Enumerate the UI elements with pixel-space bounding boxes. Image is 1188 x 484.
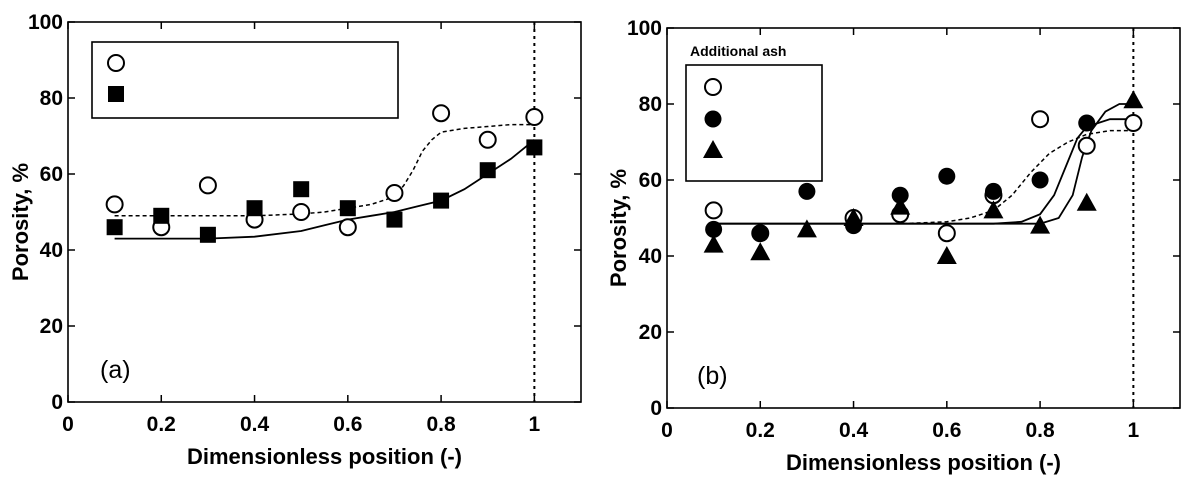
data-point-filled-square-s1 xyxy=(246,200,263,217)
x-axis-title: Dimensionless position (-) xyxy=(786,450,1061,475)
x-tick-label: 0.4 xyxy=(240,413,270,436)
data-point-open-circle-s0 xyxy=(478,130,497,149)
data-point-filled-triangle-s2 xyxy=(890,196,911,215)
legend-marker-filled-square xyxy=(108,86,124,102)
x-tick-label: 1 xyxy=(1128,419,1140,442)
data-point-filled-square-s1 xyxy=(433,192,450,209)
fit-curve-solid-1 xyxy=(114,139,535,240)
x-tick-label: 0.8 xyxy=(1025,419,1055,442)
data-point-filled-circle-s1 xyxy=(705,220,723,238)
x-axis-title: Dimensionless position (-) xyxy=(187,444,462,469)
data-point-open-circle-s0 xyxy=(432,104,451,123)
data-point-filled-triangle-s2 xyxy=(843,208,864,226)
plot-frame xyxy=(666,27,1181,409)
data-point-open-circle-s0 xyxy=(704,201,723,220)
x-tick-label: 0 xyxy=(661,419,673,442)
x-tick-label: 0.4 xyxy=(839,419,869,442)
y-tick-label: 60 xyxy=(40,163,63,186)
data-point-open-circle-s0 xyxy=(525,108,544,126)
legend-marker-open-circle xyxy=(704,78,722,96)
legend-marker-filled-triangle xyxy=(703,140,723,158)
data-point-filled-circle-s1 xyxy=(1031,171,1049,189)
data-point-filled-triangle-s2 xyxy=(983,200,1004,219)
y-tick-label: 0 xyxy=(51,391,63,414)
data-point-filled-triangle-s2 xyxy=(1030,215,1051,234)
data-point-filled-square-s1 xyxy=(153,207,170,224)
data-point-filled-square-s1 xyxy=(479,162,496,179)
data-point-open-circle-s0 xyxy=(105,195,124,214)
data-point-filled-triangle-s2 xyxy=(936,246,957,264)
data-point-filled-square-s1 xyxy=(386,211,403,228)
data-point-filled-square-s1 xyxy=(199,226,216,243)
y-axis-title: Porosity, % xyxy=(606,169,631,287)
plot-frame xyxy=(67,21,582,403)
panel-label: (a) xyxy=(100,356,131,384)
legend-marker-open-circle xyxy=(107,54,125,72)
data-point-filled-circle-s1 xyxy=(938,167,956,185)
data-point-open-circle-s0 xyxy=(385,184,404,202)
data-point-filled-triangle-s2 xyxy=(1076,192,1097,211)
data-point-filled-triangle-s2 xyxy=(750,242,771,261)
y-tick-label: 100 xyxy=(28,11,63,34)
y-tick-label: 40 xyxy=(40,239,63,262)
legend-marker-filled-circle xyxy=(704,110,722,128)
y-tick-label: 80 xyxy=(639,93,662,116)
x-tick-label: 0.8 xyxy=(426,413,456,436)
x-tick-label: 0.2 xyxy=(147,413,176,436)
data-point-open-circle-s0 xyxy=(1031,110,1050,129)
data-point-filled-circle-s1 xyxy=(751,224,769,242)
data-point-open-circle-s0 xyxy=(1124,114,1143,132)
data-point-open-circle-s0 xyxy=(937,224,956,243)
x-tick-label: 0.2 xyxy=(746,419,775,442)
data-point-filled-circle-s1 xyxy=(1078,114,1096,132)
data-point-filled-triangle-s2 xyxy=(1123,90,1144,109)
y-tick-label: 60 xyxy=(639,169,662,192)
fit-curve-dashed-0 xyxy=(114,123,535,217)
y-tick-label: 40 xyxy=(639,245,662,268)
x-tick-label: 1 xyxy=(529,413,541,436)
data-point-filled-circle-s1 xyxy=(891,186,909,204)
data-point-filled-circle-s1 xyxy=(798,182,816,200)
y-tick-label: 80 xyxy=(40,87,63,110)
data-point-filled-triangle-s2 xyxy=(703,234,724,253)
y-tick-label: 20 xyxy=(639,321,662,344)
x-tick-label: 0.6 xyxy=(932,419,961,442)
y-tick-label: 0 xyxy=(650,397,662,420)
data-point-filled-square-s1 xyxy=(106,219,123,236)
legend-box xyxy=(91,41,399,119)
legend-title: Additional ash xyxy=(690,43,786,59)
x-tick-label: 0 xyxy=(62,413,74,436)
data-point-open-circle-s0 xyxy=(198,176,217,195)
y-tick-label: 100 xyxy=(627,17,662,40)
data-point-filled-circle-s1 xyxy=(984,182,1002,200)
panel-label: (b) xyxy=(697,362,728,390)
panel-b-chart: 0 0.2 0.4 0.6 0.8 1 0 20 40 60 80 100 Dimensionless … xyxy=(606,17,1181,475)
x-tick-label: 0.6 xyxy=(333,413,362,436)
y-tick-label: 20 xyxy=(40,315,63,338)
y-axis-title: Porosity, % xyxy=(8,163,33,281)
data-point-filled-square-s1 xyxy=(526,139,543,156)
data-point-filled-triangle-s2 xyxy=(796,219,817,238)
data-point-open-circle-s0 xyxy=(292,203,311,221)
data-point-open-circle-s0 xyxy=(1077,136,1096,155)
data-point-filled-square-s1 xyxy=(339,200,356,217)
panel-a-chart: 0 0.2 0.4 0.6 0.8 1 0 20 40 60 80 100 Dimensionless … xyxy=(8,11,582,469)
data-point-filled-square-s1 xyxy=(293,181,310,198)
data-point-open-circle-s0 xyxy=(338,218,357,237)
